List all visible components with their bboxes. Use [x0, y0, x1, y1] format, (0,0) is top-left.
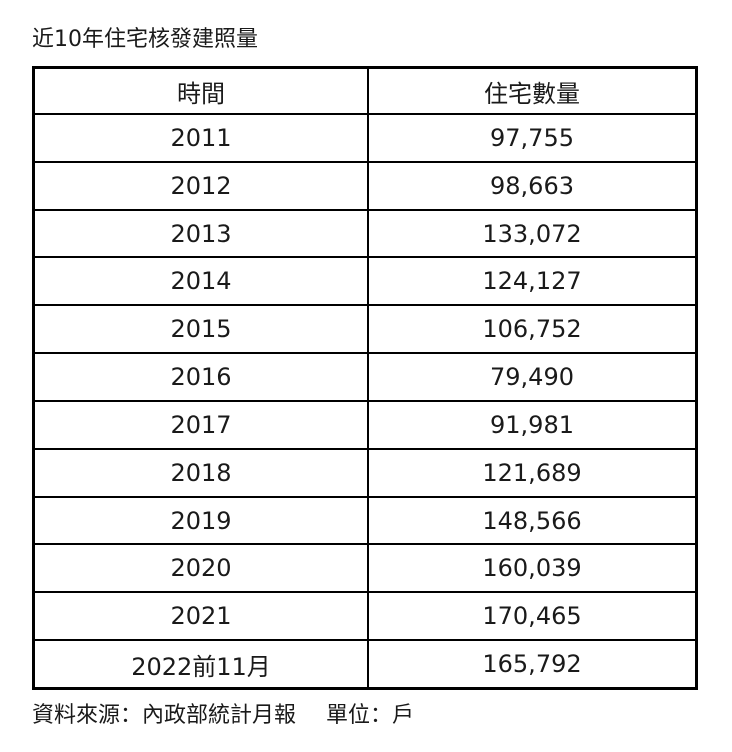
cell-housing-count: 124,127	[367, 256, 698, 307]
cell-housing-count: 121,689	[367, 447, 698, 498]
column-header-time: 時間	[32, 66, 369, 115]
footer-note: 資料來源：內政部統計月報 單位：戶	[32, 700, 414, 732]
table-row: 2011 97,755	[32, 113, 698, 163]
table-row: 2019 148,566	[32, 495, 698, 546]
housing-permit-table: 時間 住宅數量 2011 97,755 2012 98,663 2013 133,072 2…	[32, 66, 698, 690]
unit-text: 單位：戶	[326, 703, 415, 728]
cell-housing-count: 97,755	[367, 113, 698, 163]
table-row: 2021 170,465	[32, 591, 698, 642]
cell-housing-count: 91,981	[367, 399, 698, 450]
cell-housing-count: 79,490	[367, 352, 698, 402]
cell-housing-count: 148,566	[367, 495, 698, 546]
table-row: 2013 133,072	[32, 208, 698, 259]
table-row: 2018 121,689	[32, 447, 698, 498]
table-row: 2014 124,127	[32, 256, 698, 307]
cell-housing-count: 165,792	[367, 639, 698, 690]
cell-year: 2015	[32, 304, 369, 355]
table-row: 2015 106,752	[32, 304, 698, 355]
table-row: 2016 79,490	[32, 352, 698, 402]
cell-year: 2017	[32, 399, 369, 450]
cell-housing-count: 106,752	[367, 304, 698, 355]
cell-housing-count: 133,072	[367, 208, 698, 259]
cell-year: 2019	[32, 495, 369, 546]
cell-housing-count: 160,039	[367, 543, 698, 594]
column-header-housing-count: 住宅數量	[367, 66, 698, 115]
table-row: 2012 98,663	[32, 160, 698, 211]
cell-year: 2016	[32, 352, 369, 402]
cell-year: 2021	[32, 591, 369, 642]
table-body: 2011 97,755 2012 98,663 2013 133,072 2014 124,1…	[32, 113, 698, 690]
table-row: 2017 91,981	[32, 399, 698, 450]
cell-year: 2013	[32, 208, 369, 259]
cell-year: 2011	[32, 113, 369, 163]
table-row: 2020 160,039	[32, 543, 698, 594]
cell-housing-count: 170,465	[367, 591, 698, 642]
cell-year: 2012	[32, 160, 369, 211]
cell-housing-count: 98,663	[367, 160, 698, 211]
table-header-row: 時間 住宅數量	[32, 66, 698, 115]
table-title: 近10年住宅核發建照量	[32, 27, 258, 52]
source-text: 資料來源：內政部統計月報	[32, 703, 297, 728]
cell-year: 2022前11月	[32, 639, 369, 690]
table-row: 2022前11月 165,792	[32, 639, 698, 690]
cell-year: 2014	[32, 256, 369, 307]
cell-year: 2018	[32, 447, 369, 498]
cell-year: 2020	[32, 543, 369, 594]
